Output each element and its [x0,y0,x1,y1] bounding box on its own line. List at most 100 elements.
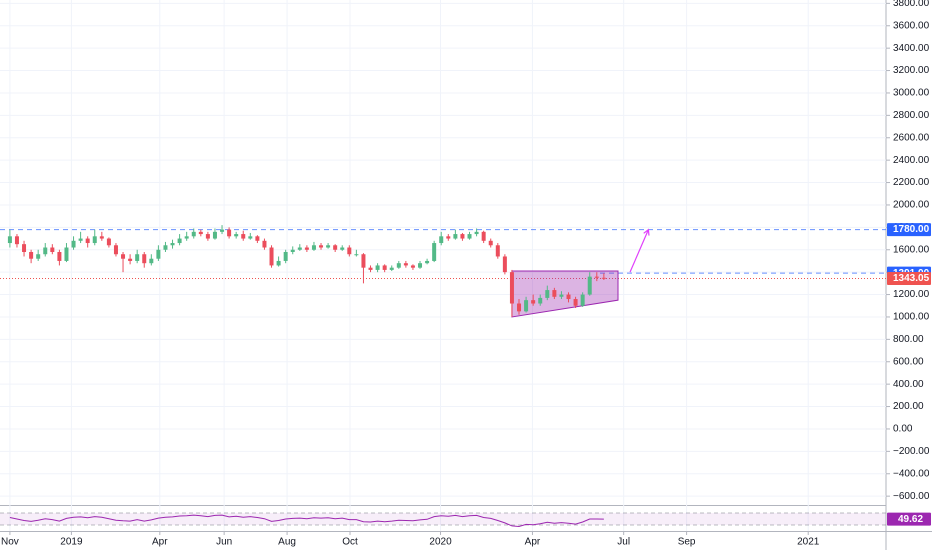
x-tick-label: Oct [342,537,358,548]
candle-body [85,238,90,244]
y-tick-label: 1600.00 [893,244,930,255]
x-tick-label: Apr [152,537,168,548]
candle-body [227,229,232,237]
candle-body [234,234,239,237]
candle-body [453,234,458,239]
candle-body [410,265,415,268]
candle-body [14,236,19,245]
candle-body [361,254,366,268]
candle-body [495,245,500,257]
candle-body [43,247,48,255]
candle-body [425,260,430,264]
candle-body [99,236,104,239]
candle-body [57,251,62,261]
candle-body [594,276,599,278]
price-label: 1780.00 [893,224,930,235]
price-label-box [887,223,931,237]
candle-body [92,236,97,244]
candle-body [135,254,140,261]
candle-body [333,245,338,250]
candle-body [382,265,387,270]
candle-body [290,249,295,252]
candle-body [375,265,380,270]
candle-body [121,254,126,259]
candle-body [396,263,401,268]
candle-body [517,303,522,312]
candle-body [113,245,118,255]
candle-body [142,254,147,264]
x-tick-label: 2021 [797,537,820,548]
y-tick-label: 1200.00 [893,289,930,300]
candle-body [198,231,203,235]
candle-body [297,247,302,250]
candle-body [481,231,486,241]
x-tick-label: Apr [525,537,541,548]
y-tick-label: 400.00 [893,379,924,390]
candle-body [559,294,564,297]
y-tick-label: 2000.00 [893,200,930,211]
candle-body [212,231,217,239]
candle-body [538,297,543,304]
rsi-band [0,513,886,525]
candle-body [552,290,557,297]
candle-body [248,236,253,239]
y-tick-label: 3800.00 [893,0,930,9]
candle-body [220,229,225,232]
y-tick-label: −600.00 [893,491,930,502]
candle-body [319,245,324,248]
candle-body [29,251,34,259]
candle-body [205,234,210,239]
y-tick-label: 1000.00 [893,312,930,323]
candle-body [403,263,408,266]
candle-body [262,240,267,248]
candle-body [467,234,472,239]
candle-body [326,245,331,248]
candle-body [170,243,175,246]
candle-body [354,254,359,256]
y-tick-label: 2600.00 [893,132,930,143]
x-tick-label: 2019 [60,537,83,548]
x-tick-label: Aug [278,537,296,548]
candle-body [50,247,55,252]
candle-body [509,272,514,304]
price-label-box [887,272,931,286]
candle-body [191,231,196,237]
rsi-line [9,514,604,528]
rsi-label: 49.62 [898,514,923,525]
arrow [629,229,649,273]
candle-body [71,240,76,248]
candle-body [163,245,168,250]
candle-body [573,299,578,306]
candle-body [311,245,316,250]
candle-body [255,236,260,241]
candle-body [149,258,154,264]
candle-body [7,236,12,244]
y-tick-label: 3600.00 [893,20,930,31]
candle-body [156,249,161,259]
candle-body [446,236,451,239]
candle-body [269,247,274,266]
y-tick-label: 2400.00 [893,155,930,166]
x-tick-label: Jul [617,537,630,548]
candle-body [22,244,27,252]
y-tick-label: 3400.00 [893,43,930,54]
arrow-head [643,228,650,236]
candle-body [340,247,345,250]
candle-body [36,254,41,259]
y-tick-label: −200.00 [893,446,930,457]
candle-body [460,234,465,239]
y-tick-label: 600.00 [893,356,924,367]
candle-body [389,267,394,270]
candle-body [474,231,479,235]
candle-body [184,236,189,239]
y-tick-label: 2800.00 [893,110,930,121]
price-label: 1343.05 [893,273,930,284]
y-tick-label: 0.00 [893,424,913,435]
y-tick-label: 3200.00 [893,65,930,76]
x-tick-label: 2020 [429,537,452,548]
candle-body [587,276,592,295]
x-tick-label: Nov [1,537,19,548]
candle-body [64,247,69,261]
